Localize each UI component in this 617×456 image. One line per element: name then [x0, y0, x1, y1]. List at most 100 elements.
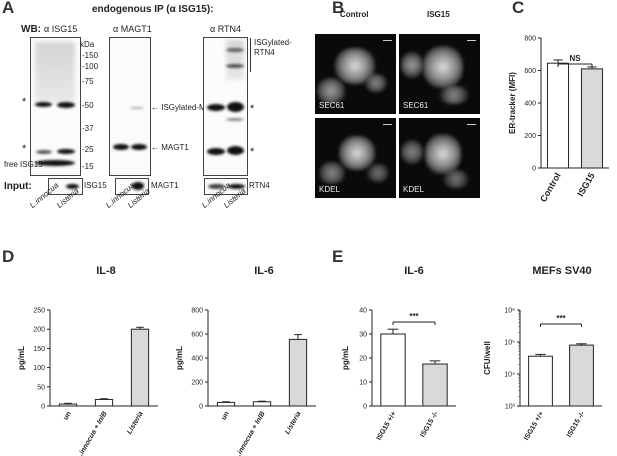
- chart-title: IL-6: [254, 265, 274, 277]
- y-axis-label: pg/mL: [17, 346, 26, 370]
- chart-title: IL-6: [404, 265, 424, 277]
- bar: [528, 355, 553, 407]
- free-isg15-label: free ISG15: [4, 160, 43, 169]
- x-tick-label: ISG15 -/-: [419, 410, 440, 439]
- y-tick-label: 30: [359, 332, 367, 339]
- panel-letter-e: E: [332, 247, 344, 266]
- marker-100: -100: [82, 62, 99, 71]
- kda-label: kDa: [80, 40, 95, 49]
- blot-magt1: [109, 37, 151, 176]
- input-blot-rtn4: [204, 178, 248, 195]
- micro-label-kdel-1: KDEL: [319, 185, 340, 194]
- significance-label: NS: [569, 54, 581, 63]
- y-tick-label: 200: [524, 133, 536, 140]
- marker-150: -150: [82, 51, 99, 60]
- blot-isg15: [30, 37, 81, 176]
- asterisk-a2: *: [22, 143, 27, 155]
- significance-label: ***: [409, 312, 419, 321]
- bar: [569, 344, 594, 407]
- y-tick-label: 200: [33, 327, 45, 334]
- y-axis-label: pg/mL: [341, 346, 350, 370]
- blot2-title: α MAGT1: [113, 24, 152, 34]
- bar: [216, 401, 236, 407]
- chart-e-il6: IL-6 0 10 20 30 40 pg/mL ISG15 +/+ ISG15 -/- ***: [341, 265, 456, 442]
- bar: [58, 403, 78, 407]
- input1-label: ISG15: [84, 181, 107, 190]
- asterisk-a3: *: [250, 103, 255, 115]
- isgylated-magt1-label: ← ISGylated-MAGT1: [151, 103, 227, 112]
- chart-e-mefs-sv40: MEFs SV40 10³ 10⁴ 10⁵ 10⁶ CFU/well ISG15 +/+ IS…: [483, 265, 602, 442]
- y-axis-label: CFU/well: [483, 341, 492, 375]
- chart-title: MEFs SV40: [532, 265, 591, 277]
- y-tick-label: 50: [37, 384, 45, 391]
- lane-innocua-1: L.innocua: [28, 180, 61, 210]
- micrograph-control-sec61: SEC61: [315, 34, 396, 114]
- blot-rtn4: [203, 37, 248, 176]
- y-axis-label: pg/mL: [175, 346, 184, 370]
- blot3-title: α RTN4: [210, 24, 242, 34]
- isgylated-rtn4-label: ISGylated-RTN4: [254, 38, 292, 57]
- x-tick-label: un: [220, 411, 230, 422]
- magt1-arrow-label: ← MAGT1: [151, 143, 189, 152]
- bar: [288, 338, 308, 407]
- x-tick-label: ISG15 -/-: [566, 410, 587, 439]
- y-tick-label: 100: [33, 365, 45, 372]
- marker-25: -25: [82, 145, 94, 154]
- y-tick-label: 150: [33, 346, 45, 353]
- x-tick-label: Listeria: [284, 410, 303, 435]
- y-tick-label: 800: [524, 36, 536, 43]
- micrograph-isg15-kdel: KDEL: [399, 118, 480, 198]
- y-tick-label: 0: [532, 166, 536, 173]
- micro-label-kdel-2: KDEL: [403, 185, 424, 194]
- y-tick-label: 800: [191, 308, 203, 315]
- x-tick-label: Listeria: [126, 410, 145, 435]
- bar: [580, 68, 604, 169]
- panel-a-title: endogenous IP (α ISG15):: [92, 4, 214, 15]
- x-tick-label: L.innocua + InlB: [76, 411, 109, 456]
- y-tick-label: 400: [524, 101, 536, 108]
- input-blot-magt1: [115, 178, 149, 195]
- x-tick-label: un: [62, 411, 72, 422]
- y-tick-label: 10⁶: [504, 308, 515, 315]
- blot1-title: α ISG15: [44, 24, 78, 34]
- marker-50: -50: [82, 101, 94, 110]
- y-tick-label: 10: [359, 380, 367, 387]
- bar: [252, 401, 272, 407]
- bar: [130, 328, 150, 407]
- y-tick-label: 0: [199, 404, 203, 411]
- input3-label: RTN4: [249, 181, 270, 190]
- y-tick-label: 10⁴: [504, 372, 515, 379]
- x-tick-label: L.innocua + InlB: [234, 411, 267, 456]
- panel-letter-d: D: [2, 247, 15, 266]
- marker-15: -15: [82, 162, 94, 171]
- wb-label: WB:: [21, 24, 41, 35]
- x-tick-label: ISG15 +/+: [376, 411, 398, 442]
- asterisk-a4: *: [250, 146, 255, 158]
- chart-d-il6: IL-6 0 200 400 600 800 pg/mL un L.innocua + InlB…: [175, 265, 316, 456]
- y-tick-label: 600: [524, 68, 536, 75]
- marker-37: -37: [82, 124, 94, 133]
- chart-c-er-tracker: 0 200 400 600 800 ER-tracker (MFI) Control ISG1…: [508, 36, 609, 204]
- asterisk-a1: *: [22, 96, 27, 108]
- significance-label: ***: [556, 314, 566, 323]
- bar: [94, 398, 114, 407]
- panel-b-col-isg15: ISG15: [427, 10, 450, 19]
- micro-label-sec61-2: SEC61: [403, 101, 429, 110]
- y-tick-label: 40: [359, 308, 367, 315]
- micro-label-sec61-1: SEC61: [319, 101, 345, 110]
- panel-b-col-control: Control: [340, 10, 369, 19]
- micrograph-control-kdel: KDEL: [315, 118, 396, 198]
- y-tick-label: 0: [41, 404, 45, 411]
- panel-letter-c: C: [512, 0, 525, 17]
- input2-label: MAGT1: [151, 181, 179, 190]
- marker-75: -75: [82, 77, 94, 86]
- chart-d-il8: IL-8 0 50 100 150 200 250 pg/mL un L.innocua + In…: [17, 265, 158, 456]
- x-tick-label: ISG15 +/+: [523, 411, 545, 442]
- x-tick-label: Control: [538, 171, 563, 204]
- chart-title: IL-8: [96, 265, 116, 277]
- y-tick-label: 200: [191, 380, 203, 387]
- input-blot-isg15: [48, 178, 83, 195]
- y-tick-label: 10⁵: [504, 340, 515, 347]
- panel-letter-a: A: [2, 0, 15, 17]
- panel-letter-b: B: [332, 0, 345, 17]
